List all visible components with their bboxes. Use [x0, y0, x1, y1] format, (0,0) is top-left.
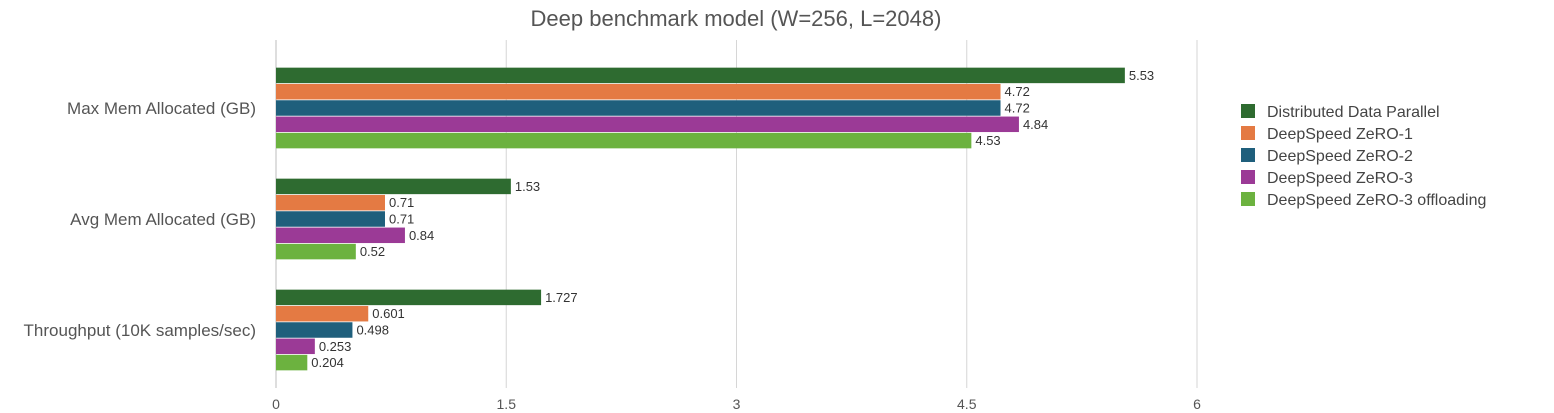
- data-label: 0.71: [389, 212, 414, 227]
- legend-swatch: [1241, 170, 1255, 184]
- legend-label: DeepSpeed ZeRO-3: [1267, 170, 1413, 187]
- bar-1-series-1: [276, 67, 1125, 84]
- bar-3-series-1: [276, 289, 542, 306]
- category-label: Max Mem Allocated (GB): [67, 99, 256, 118]
- legend-label: DeepSpeed ZeRO-3 offloading: [1267, 192, 1486, 209]
- category-label: Avg Mem Allocated (GB): [70, 210, 256, 229]
- tick-labels-layer: 0 1.5 3 4.5 6: [272, 396, 1201, 412]
- data-label: 1.727: [545, 290, 578, 305]
- data-label: 0.52: [360, 244, 385, 259]
- data-label: 4.53: [975, 133, 1000, 148]
- legend-swatch: [1241, 148, 1255, 162]
- data-label: 0.71: [389, 195, 414, 210]
- x-tick-label: 0: [272, 396, 280, 412]
- chart-title: Deep benchmark model (W=256, L=2048): [531, 6, 942, 31]
- bar-2-series-1: [276, 178, 511, 195]
- category-labels-layer: Max Mem Allocated (GB) Avg Mem Allocated …: [24, 99, 256, 340]
- bar-1-series-4: [276, 116, 1019, 133]
- data-label: 0.498: [356, 323, 389, 338]
- x-tick-label: 1.5: [497, 396, 517, 412]
- data-label: 0.601: [372, 306, 405, 321]
- bar-1-series-5: [276, 132, 972, 149]
- x-tick-label: 6: [1193, 396, 1201, 412]
- data-label: 5.53: [1129, 68, 1154, 83]
- data-labels-layer: 5.534.724.724.844.531.530.710.710.840.52…: [311, 68, 1154, 370]
- legend-label: DeepSpeed ZeRO-1: [1267, 126, 1413, 143]
- data-label: 1.53: [515, 179, 540, 194]
- bars-layer: [276, 67, 1125, 371]
- bar-2-series-2: [276, 194, 385, 211]
- data-label: 0.204: [311, 355, 344, 370]
- data-label: 0.84: [409, 228, 434, 243]
- legend-swatch: [1241, 192, 1255, 206]
- bar-3-series-3: [276, 322, 353, 338]
- bar-3-series-5: [276, 354, 308, 371]
- bar-2-series-3: [276, 211, 385, 227]
- data-label: 0.253: [319, 339, 352, 354]
- bar-3-series-2: [276, 305, 369, 322]
- bar-1-series-2: [276, 83, 1001, 100]
- bar-2-series-5: [276, 243, 356, 260]
- x-tick-label: 3: [733, 396, 741, 412]
- legend-swatch: [1241, 126, 1255, 140]
- legend-label: Distributed Data Parallel: [1267, 104, 1440, 121]
- legend-label: DeepSpeed ZeRO-2: [1267, 148, 1413, 165]
- bar-3-series-4: [276, 338, 315, 355]
- bar-2-series-4: [276, 227, 405, 244]
- data-label: 4.72: [1005, 101, 1030, 116]
- x-tick-label: 4.5: [957, 396, 977, 412]
- legend-swatch: [1241, 104, 1255, 118]
- bar-1-series-3: [276, 100, 1001, 116]
- legend: Distributed Data Parallel DeepSpeed ZeRO-…: [1241, 104, 1486, 209]
- data-label: 4.72: [1005, 84, 1030, 99]
- data-label: 4.84: [1023, 117, 1048, 132]
- category-label: Throughput (10K samples/sec): [24, 321, 256, 340]
